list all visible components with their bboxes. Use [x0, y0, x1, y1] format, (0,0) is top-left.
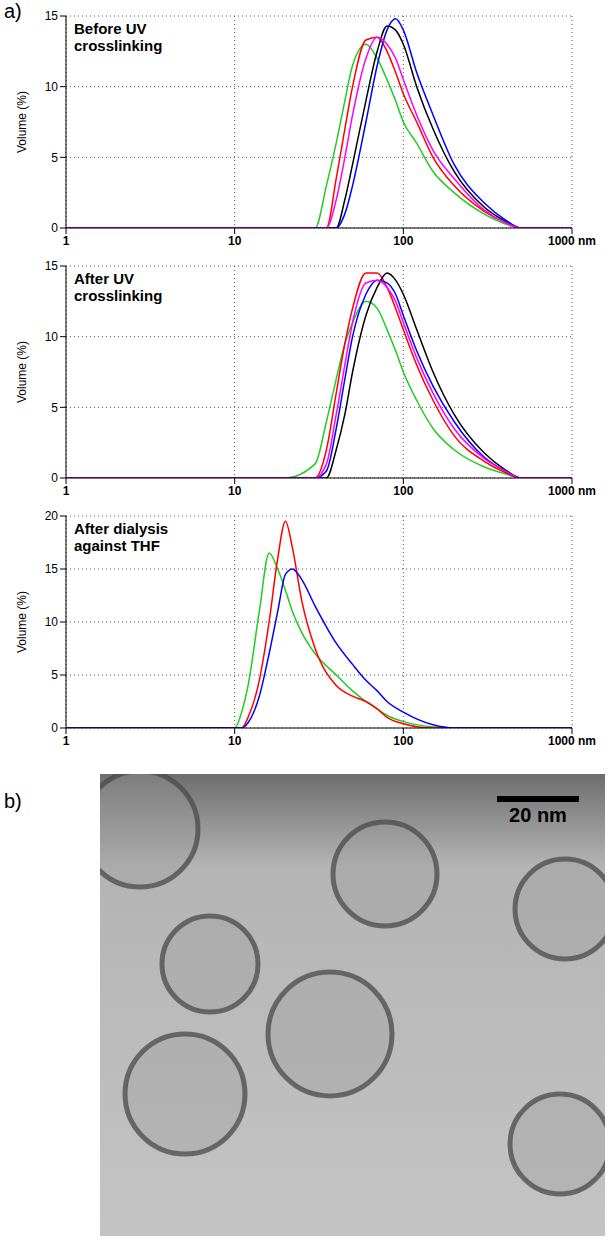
svg-text:1: 1 [63, 734, 70, 748]
svg-text:15: 15 [45, 259, 59, 273]
svg-text:100: 100 [393, 734, 413, 748]
svg-text:Volume (%): Volume (%) [15, 341, 29, 403]
html-text:20 nm: 20 nm [509, 804, 567, 826]
html-text:b): b) [4, 790, 22, 812]
svg-text:10: 10 [228, 234, 242, 248]
svg-text:100: 100 [393, 234, 413, 248]
svg-text:5: 5 [51, 151, 58, 165]
svg-text:0: 0 [51, 721, 58, 735]
svg-text:10: 10 [228, 484, 242, 498]
svg-text:1000 nm: 1000 nm [548, 234, 596, 248]
svg-text:5: 5 [51, 401, 58, 415]
svg-text:Volume (%): Volume (%) [15, 91, 29, 153]
svg-text:10: 10 [45, 330, 59, 344]
html-text:After dialysis against THF: After dialysis against THF [74, 520, 169, 554]
svg-text:10: 10 [228, 734, 242, 748]
svg-text:Volume (%): Volume (%) [15, 591, 29, 653]
html-text:a): a) [4, 0, 22, 22]
svg-text:1: 1 [63, 234, 70, 248]
svg-text:0: 0 [51, 221, 58, 235]
svg-text:1000 nm: 1000 nm [548, 734, 596, 748]
svg-text:5: 5 [51, 668, 58, 682]
svg-text:15: 15 [45, 562, 59, 576]
svg-text:10: 10 [45, 80, 59, 94]
svg-text:100: 100 [393, 484, 413, 498]
html-text:After UV crosslinking: After UV crosslinking [74, 270, 163, 304]
html-text:Before UV crosslinking: Before UV crosslinking [74, 20, 163, 54]
svg-text:20: 20 [45, 509, 59, 523]
svg-text:1: 1 [63, 484, 70, 498]
svg-text:15: 15 [45, 9, 59, 23]
svg-text:10: 10 [45, 615, 59, 629]
svg-text:1000 nm: 1000 nm [548, 484, 596, 498]
svg-text:0: 0 [51, 471, 58, 485]
